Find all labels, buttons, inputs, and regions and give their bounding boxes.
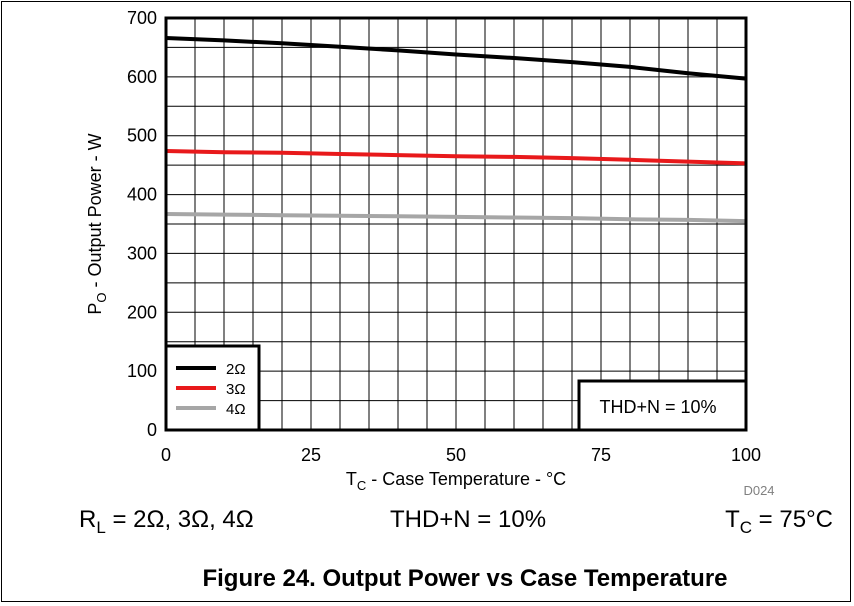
y-tick-label: 600 — [127, 67, 157, 87]
legend-label-3ohm: 3Ω — [226, 381, 246, 398]
y-tick-label: 0 — [147, 420, 157, 440]
load-condition: RL = 2Ω, 3Ω, 4Ω — [79, 506, 254, 537]
thd-condition: THD+N = 10% — [390, 506, 546, 533]
series-line-0 — [165, 36, 747, 81]
series-line-2 — [165, 212, 747, 224]
figure-title: Figure 24. Output Power vs Case Temperat… — [202, 565, 727, 592]
series-lines — [165, 36, 747, 224]
y-tick-label: 700 — [127, 8, 157, 28]
thd-annotation: THD+N = 10% — [577, 379, 748, 432]
legend: 2Ω 3Ω 4Ω — [164, 344, 261, 432]
series-line-1 — [165, 149, 747, 166]
y-tick-labels: 0 100 200 300 400 500 600 700 — [127, 8, 157, 440]
y-tick-label: 500 — [127, 126, 157, 146]
legend-label-2ohm: 2Ω — [226, 361, 246, 378]
annotation-text: THD+N = 10% — [599, 397, 716, 417]
y-axis-title: PO - Output Power - W — [85, 133, 109, 314]
grid-lines — [166, 18, 746, 430]
temperature-condition: TC = 75°C — [725, 506, 833, 537]
x-tick-label: 25 — [301, 445, 321, 465]
y-tick-label: 100 — [127, 361, 157, 381]
y-tick-label: 400 — [127, 185, 157, 205]
x-tick-label: 0 — [161, 445, 171, 465]
x-axis-title: TC - Case Temperature - °C — [346, 469, 566, 493]
x-tick-labels: 0 25 50 75 100 — [161, 445, 761, 465]
annotation-box — [577, 379, 748, 432]
x-tick-label: 100 — [731, 445, 761, 465]
legend-label-4ohm: 4Ω — [226, 401, 246, 418]
figure-code: D024 — [743, 483, 774, 498]
plot-border — [164, 16, 748, 432]
x-tick-label: 75 — [591, 445, 611, 465]
y-tick-label: 300 — [127, 243, 157, 263]
y-tick-label: 200 — [127, 302, 157, 322]
x-tick-label: 50 — [446, 445, 466, 465]
